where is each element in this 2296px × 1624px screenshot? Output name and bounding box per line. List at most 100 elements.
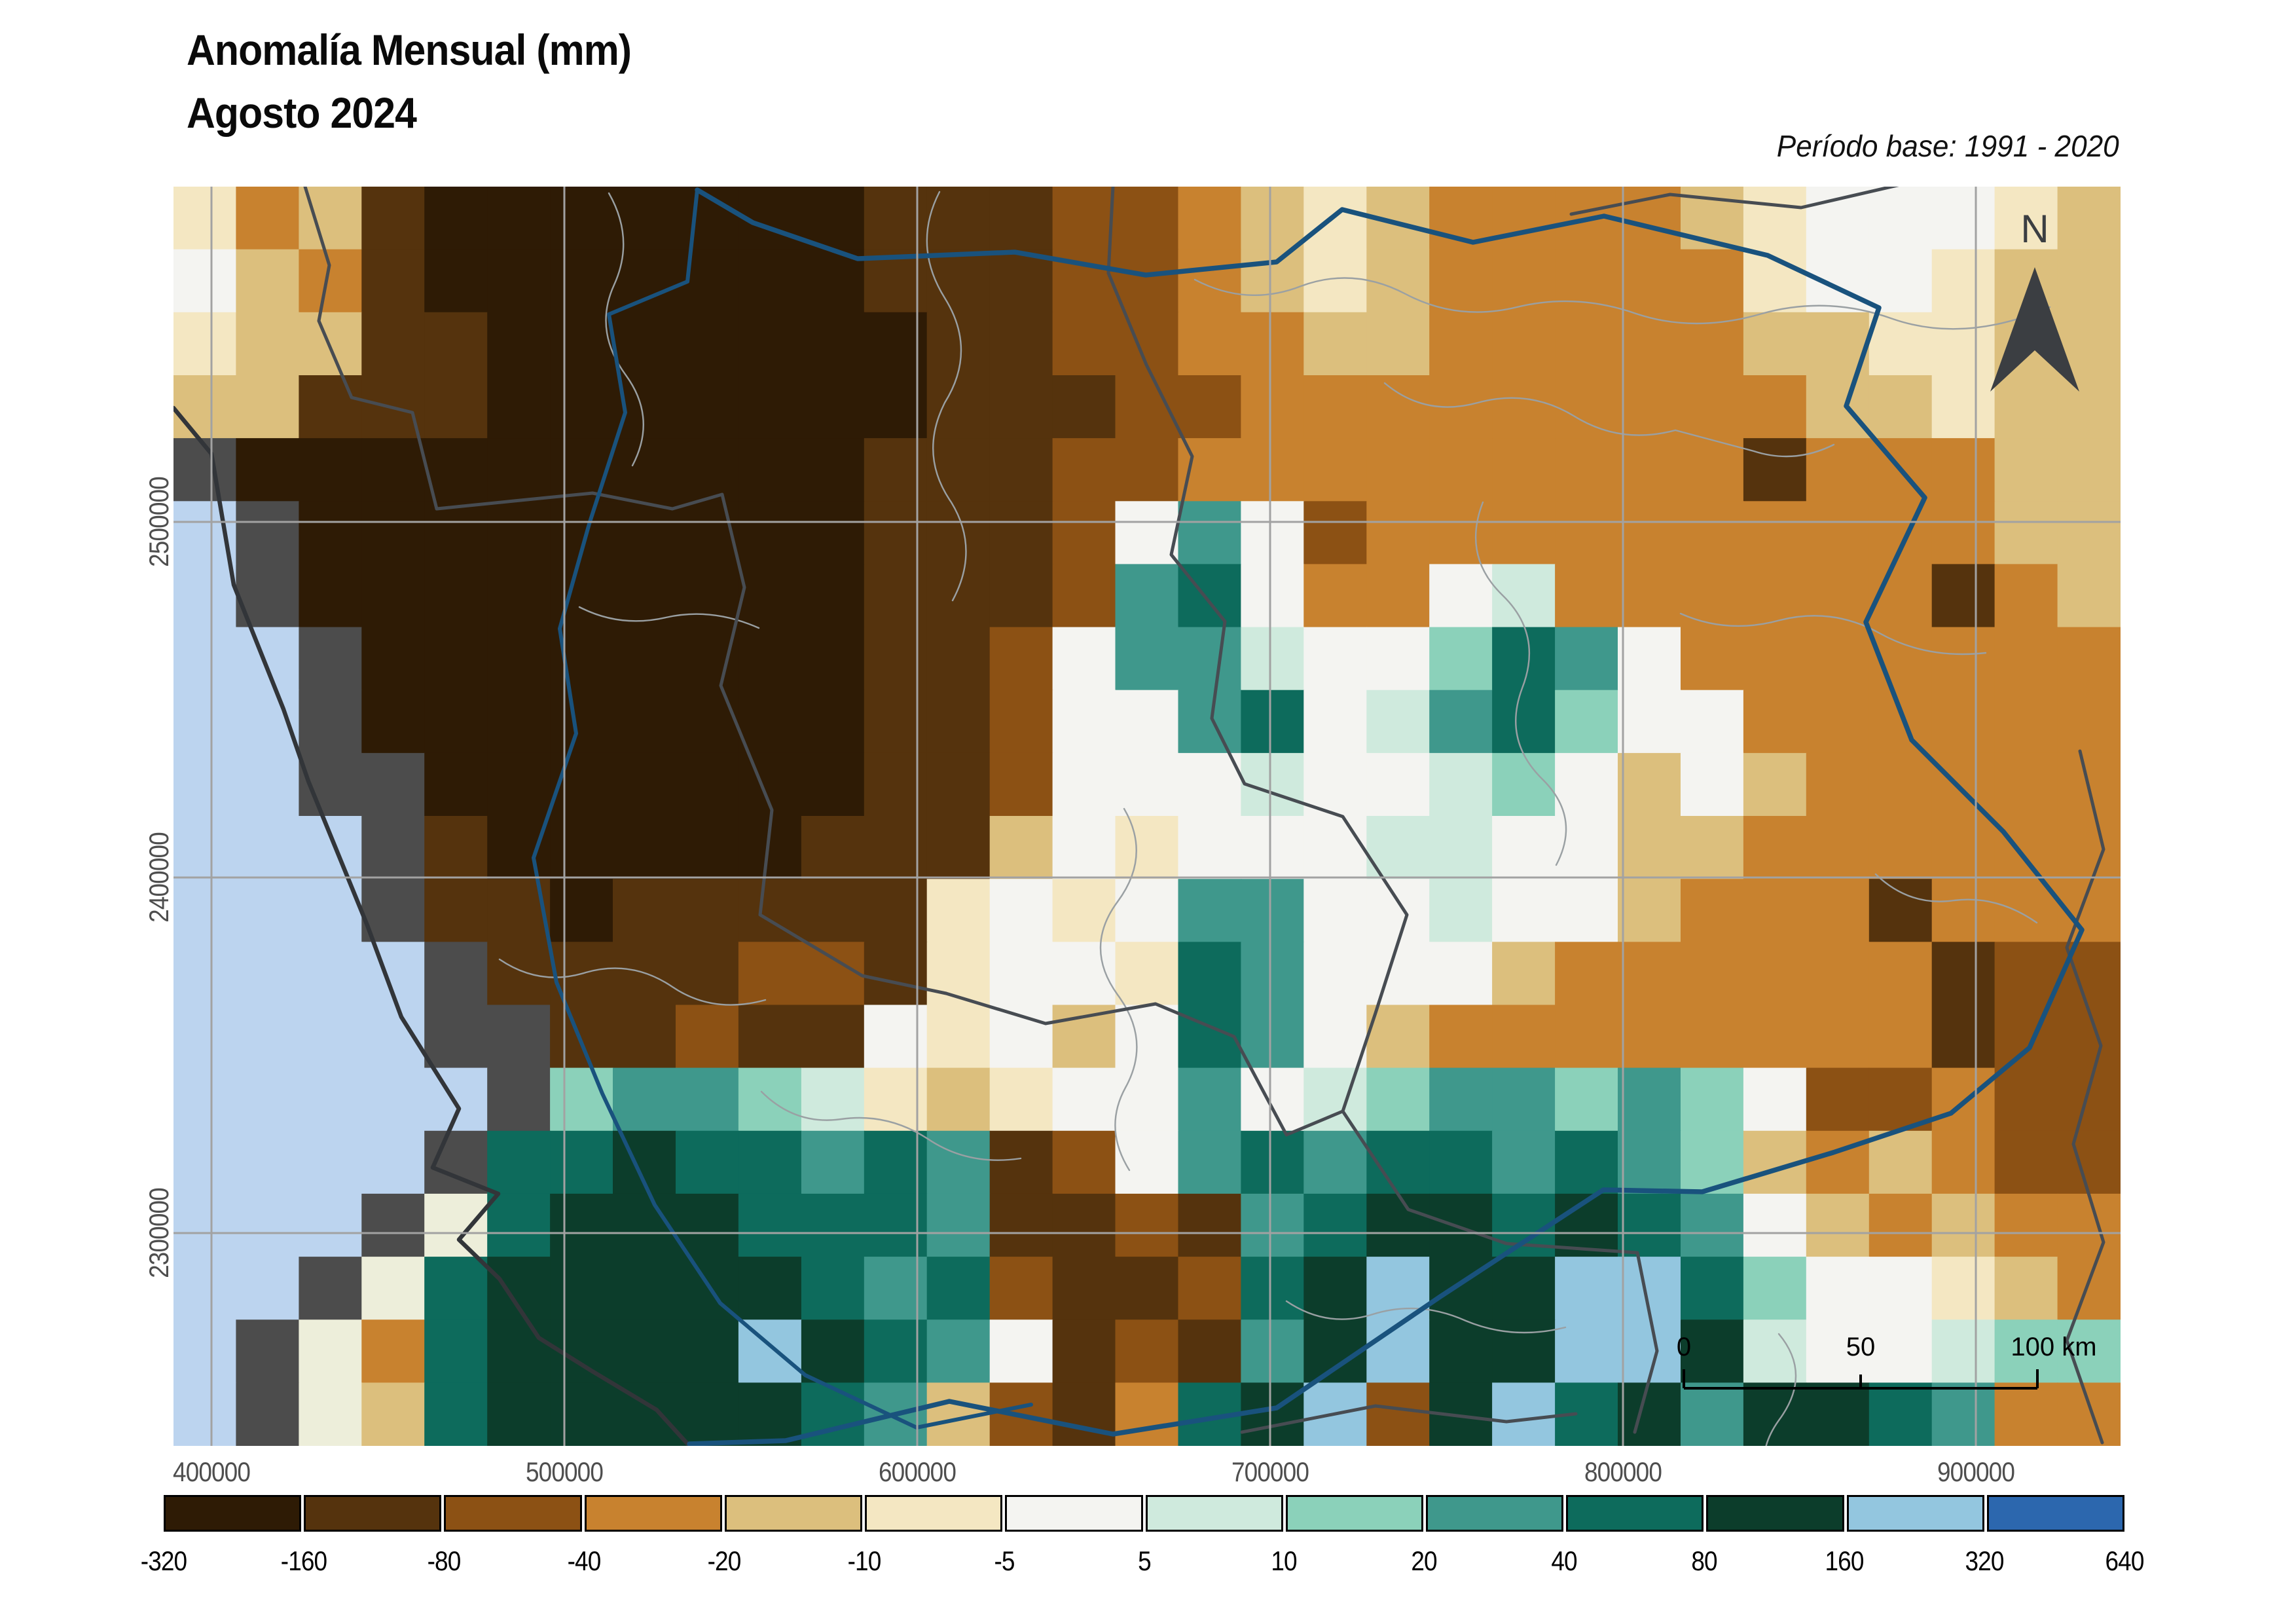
raster-cell [1994,375,2058,439]
raster-cell [1303,564,1368,628]
raster-cell [926,942,991,1006]
raster-cell [801,942,865,1006]
raster-cell [1806,564,1870,628]
legend-break-label: 40 [1551,1545,1578,1576]
raster-cell [1303,1130,1368,1194]
raster-cell [1681,438,1744,502]
raster-cell [1366,501,1430,565]
raster-cell [1492,942,1556,1006]
raster-cell [1931,1382,1995,1446]
raster-cell [173,249,237,313]
raster-cell [1429,249,1493,313]
raster-cell [1492,438,1556,502]
raster-cell [2057,501,2121,565]
legend-class-swatch [1566,1495,1704,1532]
raster-cell [1806,1130,1870,1194]
raster-cell [1115,942,1179,1006]
raster-cell [487,627,551,691]
raster-cell [926,312,991,376]
raster-cell [1115,187,1179,250]
raster-cell [1806,438,1870,502]
raster-cell [173,1193,237,1258]
raster-cell [1303,249,1368,313]
raster-cell [738,312,802,376]
raster-cell [1178,690,1242,754]
raster-cell [1618,879,1681,943]
legend-class-swatch [1425,1495,1564,1532]
raster-cell [1492,1130,1556,1194]
raster-cell [1115,438,1179,502]
raster-cell [1303,1005,1368,1069]
raster-cell [1366,1193,1430,1258]
raster-cell [989,249,1053,313]
river-branch [532,188,1033,1430]
raster-cell [487,816,551,880]
raster-cell [1681,249,1744,313]
raster-cell [1618,752,1681,817]
raster-cell [1806,1257,1870,1321]
scalebar [1683,1369,2039,1390]
raster-cell [173,1257,237,1321]
raster-cell [487,1320,551,1384]
raster-cell [1868,879,1933,943]
raster-cell [613,752,676,817]
raster-cell [1052,1257,1116,1321]
raster-cell [676,1320,739,1384]
raster-cell [1681,690,1744,754]
raster-cell [1492,564,1556,628]
raster-cell [2057,1130,2121,1194]
raster-cell [1806,375,1870,439]
raster-cell [2057,375,2121,439]
raster-cell [173,942,237,1006]
raster-cell [236,187,300,250]
raster-cell [1994,187,2058,250]
raster-cell [236,312,300,376]
raster-cell [173,627,237,691]
raster-cell [1618,942,1681,1006]
raster-cell [173,816,237,880]
raster-cell [1743,1005,1807,1069]
raster-cell [2057,249,2121,313]
raster-cell [1429,752,1493,817]
raster-cell [424,752,488,817]
raster-cell [1868,1005,1933,1069]
raster-cell [989,375,1053,439]
legend-break-label: 640 [2105,1545,2144,1576]
raster-cell [676,879,739,943]
raster-cell [1681,627,1744,691]
raster-cell [613,1193,676,1258]
raster-cell [361,249,426,313]
legend-class-swatch [1145,1495,1283,1532]
raster-cell [424,816,488,880]
state-boundaries-layer [303,187,2105,1445]
raster-cell [299,438,363,502]
raster-cell [1366,1320,1430,1384]
map-subtitle-month: Agosto 2024 [187,88,417,137]
raster-cell [613,1320,676,1384]
raster-cell [989,1257,1053,1321]
map-canvas[interactable]: N 0 50 100 km [173,187,2121,1446]
raster-cell [1366,438,1430,502]
raster-cell [926,564,991,628]
raster-cell [1555,879,1618,943]
raster-cell [1178,1320,1242,1384]
raster-cell [738,1193,802,1258]
raster-cell [926,1257,991,1321]
raster-cell [613,879,676,943]
raster-cell [2057,1067,2121,1132]
raster-cell [487,942,551,1006]
raster-cell [1115,1257,1179,1321]
raster-cell [1429,816,1493,880]
raster-cell [1931,752,1995,817]
raster-cell [550,1005,613,1069]
raster-cell [173,879,237,943]
raster-cell [361,1382,426,1446]
raster-cell [1052,1320,1116,1384]
raster-cell [676,942,739,1006]
raster-cell [1115,1067,1179,1132]
raster-cell [236,375,300,439]
raster-cell [1806,816,1870,880]
raster-cell [1052,187,1116,250]
raster-cell [361,187,426,250]
raster-cell [236,1005,300,1069]
